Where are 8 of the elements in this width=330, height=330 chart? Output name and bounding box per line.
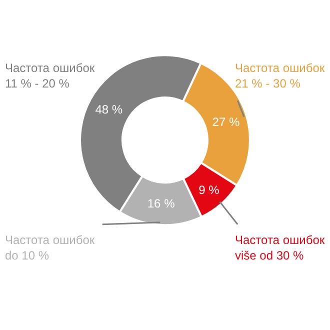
data-label: 27 % <box>212 115 240 130</box>
slice-label: Частота ошибок do 10 % <box>5 233 96 263</box>
slice-label: Частота ошибок 21 % - 30 % <box>235 61 326 91</box>
slice-label: Частота ошибок 11 % - 20 % <box>5 61 96 91</box>
slice-label: Частота ошибок više od 30 % <box>235 233 326 263</box>
data-label: 48 % <box>95 102 123 117</box>
data-label: 9 % <box>198 182 220 197</box>
data-label: 16 % <box>147 196 176 211</box>
